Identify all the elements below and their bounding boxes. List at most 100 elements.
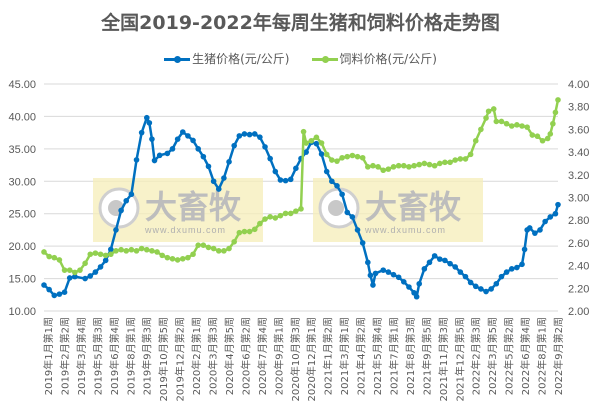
data-point [41, 249, 47, 255]
x-tick-label: 2020年2月第1周 [190, 317, 203, 395]
data-point [472, 283, 479, 290]
y-tick-label: 2.80 [568, 215, 589, 227]
y-tick-label: 35.00 [8, 144, 36, 156]
data-point [149, 248, 155, 254]
data-point [390, 271, 397, 278]
data-point [365, 259, 371, 266]
data-point [226, 245, 232, 252]
data-point [303, 140, 309, 146]
y-axis-right: 4.00 3.80 3.60 3.40 3.20 3.00 2.80 2.60 2.40 2.20… [568, 79, 589, 318]
data-point [526, 225, 533, 231]
y-tick-label: 40.00 [8, 111, 36, 123]
data-point [210, 178, 217, 185]
data-point [467, 151, 474, 158]
data-point [519, 261, 525, 268]
data-point [514, 264, 520, 271]
data-point [395, 274, 402, 281]
data-point [514, 122, 520, 128]
data-point [503, 269, 510, 275]
data-point [282, 210, 289, 217]
data-point [190, 251, 196, 258]
data-point [329, 178, 335, 185]
data-point [498, 118, 505, 125]
x-tick-label: 2019年2月第2周 [58, 317, 71, 395]
x-tick-label: 2022年9月第2周 [552, 317, 565, 395]
data-point [87, 251, 94, 258]
data-point [241, 131, 248, 137]
legend-label: 饲料价格(元/公斤) [339, 52, 437, 66]
data-point [108, 246, 114, 253]
data-point [380, 267, 387, 273]
data-point [490, 106, 497, 112]
data-point [151, 157, 158, 164]
data-point [267, 213, 273, 220]
data-point [349, 214, 356, 220]
data-point [406, 164, 412, 170]
data-point [293, 165, 299, 172]
data-point [72, 273, 78, 280]
x-tick-label: 2021年11月第3周 [437, 317, 450, 402]
data-point [483, 115, 489, 121]
data-point [401, 162, 407, 169]
data-point [221, 248, 227, 254]
legend-label: 生猪价格(元/公斤) [192, 52, 290, 66]
data-point [190, 137, 196, 144]
data-point [406, 284, 412, 290]
data-point [303, 149, 309, 155]
data-point [555, 201, 561, 208]
data-point [503, 120, 510, 127]
data-point [359, 154, 366, 161]
data-point [532, 230, 538, 236]
data-point [154, 249, 160, 255]
data-point [287, 176, 294, 183]
data-point [375, 164, 381, 170]
data-point [113, 227, 119, 233]
data-point [413, 293, 420, 300]
data-point [367, 272, 374, 279]
x-tick-label: 2021年1月第2周 [322, 317, 335, 395]
data-point [123, 197, 130, 204]
data-point [169, 146, 176, 152]
data-point [277, 212, 284, 219]
y-tick-label: 25.00 [8, 209, 36, 221]
data-point [41, 282, 47, 288]
data-point [123, 248, 130, 254]
data-point [542, 218, 548, 225]
data-point [467, 279, 474, 286]
data-point [146, 120, 153, 126]
svg-text:大畜牧: 大畜牧 [365, 188, 462, 226]
data-point [56, 257, 63, 263]
data-point [426, 259, 433, 266]
series-feed-price [41, 97, 561, 276]
data-point [287, 210, 294, 217]
data-point [359, 240, 366, 246]
x-tick-label: 2022年6月第4周 [519, 317, 532, 395]
data-point [77, 267, 83, 273]
data-point [66, 267, 73, 273]
data-point [508, 266, 515, 272]
data-point [370, 162, 376, 169]
data-point [344, 153, 351, 160]
data-point [221, 175, 227, 181]
data-point [488, 286, 494, 292]
data-point [534, 133, 541, 140]
x-tick-label: 2020年10月第3周 [289, 317, 302, 402]
data-point [416, 280, 423, 287]
data-point [416, 161, 423, 168]
data-point [195, 242, 201, 248]
data-point [318, 151, 325, 157]
data-point [128, 246, 135, 253]
data-point [447, 260, 453, 267]
data-point [411, 162, 417, 169]
data-point [318, 140, 325, 146]
data-point [113, 248, 119, 254]
data-point [185, 254, 191, 261]
data-point [257, 220, 263, 227]
data-point [329, 157, 335, 163]
data-point [452, 157, 459, 163]
data-point [56, 291, 63, 297]
data-point [354, 153, 361, 160]
series-lines [41, 97, 561, 300]
data-point [483, 288, 489, 295]
data-point [293, 208, 299, 214]
